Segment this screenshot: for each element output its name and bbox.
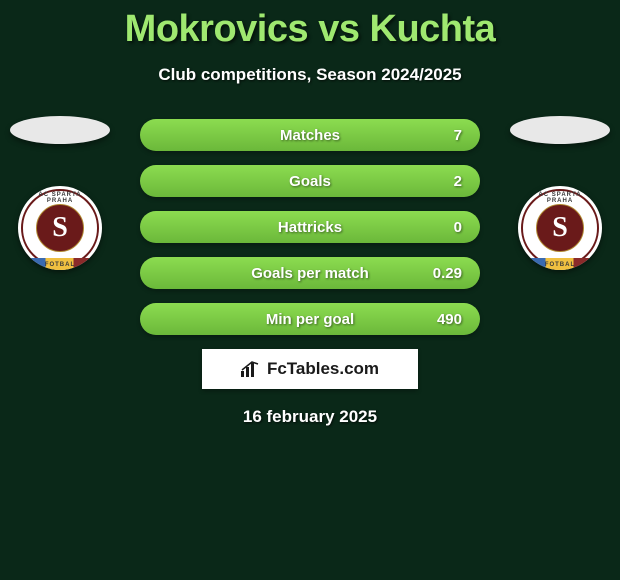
subtitle: Club competitions, Season 2024/2025 bbox=[0, 65, 620, 85]
stat-row-matches: Matches 7 bbox=[140, 119, 480, 151]
stat-label: Hattricks bbox=[278, 219, 342, 236]
badge-arc-top: AC SPARTA PRAHA bbox=[526, 192, 593, 204]
brand-text: FcTables.com bbox=[267, 359, 379, 379]
date-line: 16 february 2025 bbox=[0, 407, 620, 427]
badge-arc-bottom: FOTBAL bbox=[26, 262, 93, 268]
badge-arc-top: AC SPARTA PRAHA bbox=[26, 192, 93, 204]
left-decoration: AC SPARTA PRAHA S FOTBAL bbox=[10, 116, 110, 270]
badge-letter: S bbox=[52, 212, 68, 244]
stat-value: 2 bbox=[454, 173, 462, 190]
stat-value: 7 bbox=[454, 127, 462, 144]
stat-label: Matches bbox=[280, 127, 340, 144]
stat-row-hattricks: Hattricks 0 bbox=[140, 211, 480, 243]
brand-link[interactable]: FcTables.com bbox=[202, 349, 418, 389]
stat-label: Goals per match bbox=[251, 265, 369, 282]
badge-center: S bbox=[536, 204, 584, 252]
badge-circle: AC SPARTA PRAHA S FOTBAL bbox=[18, 186, 102, 270]
badge-letter: S bbox=[552, 212, 568, 244]
right-decoration: AC SPARTA PRAHA S FOTBAL bbox=[510, 116, 610, 270]
stat-value: 0 bbox=[454, 219, 462, 236]
stat-value: 0.29 bbox=[433, 265, 462, 282]
badge-center: S bbox=[36, 204, 84, 252]
stat-label: Goals bbox=[289, 173, 331, 190]
bar-chart-icon bbox=[241, 361, 261, 377]
badge-arc-bottom: FOTBAL bbox=[526, 262, 593, 268]
stat-row-goals-per-match: Goals per match 0.29 bbox=[140, 257, 480, 289]
stat-label: Min per goal bbox=[266, 311, 354, 328]
stat-row-goals: Goals 2 bbox=[140, 165, 480, 197]
club-badge-left: AC SPARTA PRAHA S FOTBAL bbox=[10, 186, 110, 270]
comparison-card: Mokrovics vs Kuchta Club competitions, S… bbox=[0, 0, 620, 427]
stat-list: Matches 7 Goals 2 Hattricks 0 Goals per … bbox=[140, 119, 480, 335]
club-badge-right: AC SPARTA PRAHA S FOTBAL bbox=[510, 186, 610, 270]
stat-value: 490 bbox=[437, 311, 462, 328]
page-title: Mokrovics vs Kuchta bbox=[0, 8, 620, 51]
ellipse-placeholder-left bbox=[10, 116, 110, 144]
stat-row-min-per-goal: Min per goal 490 bbox=[140, 303, 480, 335]
ellipse-placeholder-right bbox=[510, 116, 610, 144]
badge-circle: AC SPARTA PRAHA S FOTBAL bbox=[518, 186, 602, 270]
